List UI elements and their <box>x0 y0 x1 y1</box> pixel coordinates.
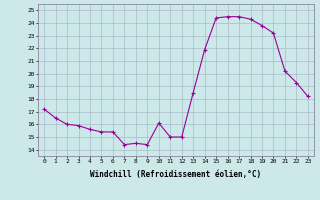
X-axis label: Windchill (Refroidissement éolien,°C): Windchill (Refroidissement éolien,°C) <box>91 170 261 179</box>
